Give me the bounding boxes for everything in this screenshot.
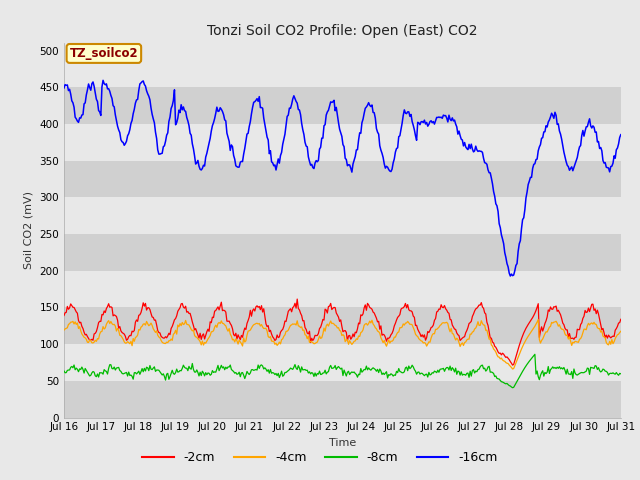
Bar bbox=[64, 271, 621, 308]
Bar bbox=[64, 50, 621, 87]
Text: TZ_soilco2: TZ_soilco2 bbox=[70, 47, 138, 60]
Bar bbox=[64, 234, 621, 271]
Bar bbox=[64, 197, 621, 234]
Bar bbox=[64, 381, 621, 418]
Bar bbox=[64, 344, 621, 381]
Title: Tonzi Soil CO2 Profile: Open (East) CO2: Tonzi Soil CO2 Profile: Open (East) CO2 bbox=[207, 24, 477, 38]
Legend: -2cm, -4cm, -8cm, -16cm: -2cm, -4cm, -8cm, -16cm bbox=[138, 446, 502, 469]
Bar bbox=[64, 161, 621, 197]
X-axis label: Time: Time bbox=[329, 438, 356, 448]
Y-axis label: Soil CO2 (mV): Soil CO2 (mV) bbox=[24, 192, 34, 269]
Bar bbox=[64, 124, 621, 161]
Bar bbox=[64, 87, 621, 124]
Bar bbox=[64, 308, 621, 344]
